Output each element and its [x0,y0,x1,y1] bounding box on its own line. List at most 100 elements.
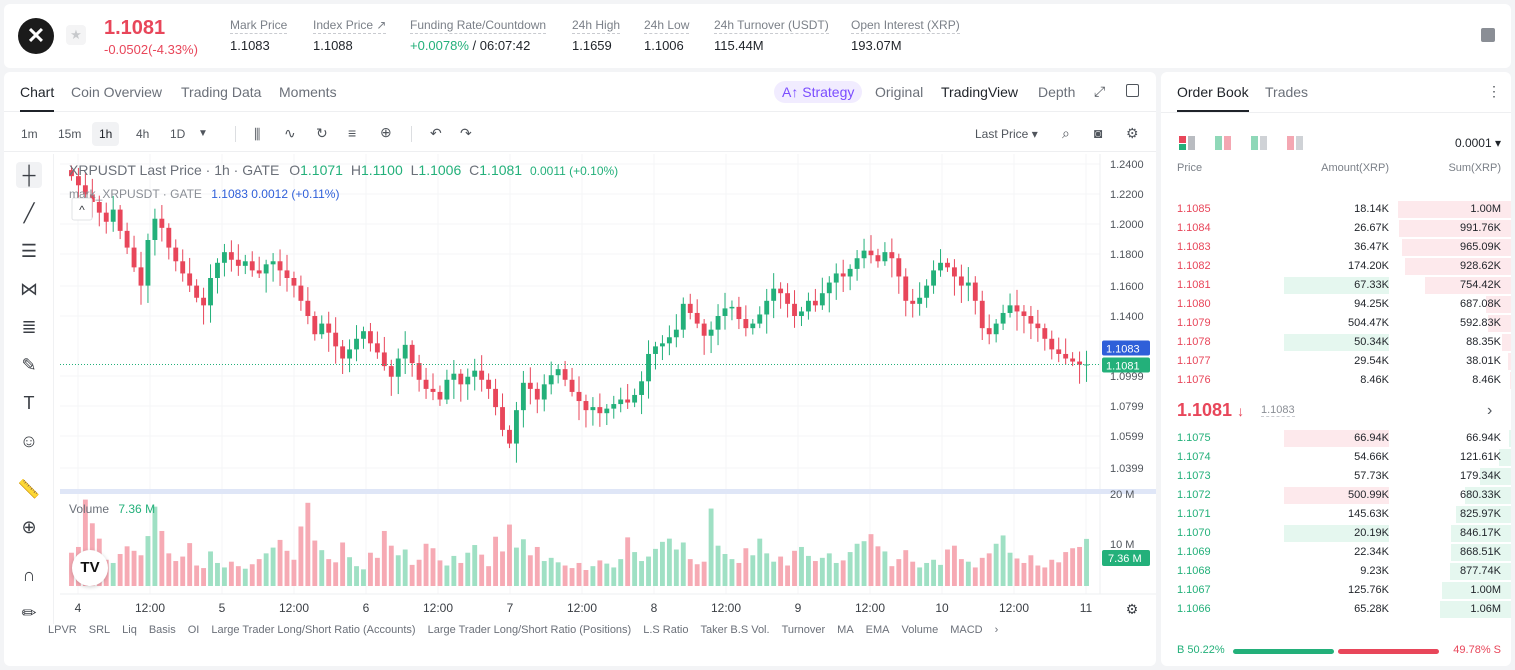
timeframe-1h[interactable]: 1h [92,122,120,146]
timeframe-4h[interactable]: 4h [136,127,150,141]
indicator-item[interactable]: LPVR [48,624,77,636]
text-icon[interactable]: T [23,393,35,413]
bid-row[interactable]: 1.1070 20.19K 846.17K [1161,524,1511,543]
price-chart[interactable]: 1.2400 1.2200 1.2000 1.1800 1.1600 1.1400 1.09… [60,154,1156,614]
fullscreen-icon[interactable] [1126,84,1139,97]
ask-row[interactable]: 1.1078 50.34K 88.35K [1161,333,1511,352]
bid-row[interactable]: 1.1066 65.28K 1.06M [1161,600,1511,619]
volume-bar [945,549,950,586]
volume-bar [1084,538,1089,586]
candle-body [82,185,88,195]
indicator-item[interactable]: Large Trader Long/Short Ratio (Positions… [427,624,632,636]
pencil-lock-icon[interactable]: ✏ [21,603,37,623]
indicator-item[interactable]: SRL [88,624,111,636]
expand-icon[interactable]: ⤢ [1094,83,1106,99]
magnet-icon[interactable]: ∩ [22,565,36,585]
chevron-down-icon[interactable]: ▼ [198,128,208,139]
ask-row[interactable]: 1.1082 174.20K 928.62K [1161,257,1511,276]
tab-coin-overview[interactable]: Coin Overview [71,84,163,100]
candle-body [1056,349,1062,354]
ask-row[interactable]: 1.1080 94.25K 687.08K [1161,295,1511,314]
indicator-item[interactable]: MACD [950,624,983,636]
candle-body [736,306,742,320]
indicator-item[interactable]: Volume [901,624,939,636]
view-tradingview[interactable]: TradingView [941,84,1019,100]
brush-icon[interactable]: ✎ [21,355,37,375]
volume-bar [458,562,464,586]
redo-icon[interactable]: ↷ [460,125,472,141]
candle-body [958,276,964,286]
ask-row[interactable]: 1.1085 18.14K 1.00M [1161,200,1511,219]
search-icon[interactable]: ⌕ [1062,125,1070,141]
ruler-icon[interactable]: 📏 [17,479,41,499]
indicator-item[interactable]: Turnover [781,624,826,636]
strategy-button[interactable]: A↑ Strategy [774,81,863,103]
bid-row[interactable]: 1.1067 125.76K 1.00M [1161,581,1511,600]
bid-row[interactable]: 1.1069 22.34K 868.51K [1161,543,1511,562]
trendline-icon[interactable]: ╱ [23,203,35,223]
bid-row[interactable]: 1.1073 57.73K 179.34K [1161,467,1511,486]
view-bids-icon[interactable] [1251,136,1267,150]
view-split-icon[interactable] [1215,136,1231,150]
bid-row[interactable]: 1.1074 54.66K 121.61K [1161,448,1511,467]
indicator-item[interactable]: OI [187,624,200,636]
bid-sum: 121.61K [1460,451,1501,463]
indicator-item[interactable]: Large Trader Long/Short Ratio (Accounts) [211,624,416,636]
ask-row[interactable]: 1.1079 504.47K 592.83K [1161,314,1511,333]
indicator-item[interactable]: L.S Ratio [643,624,689,636]
price-type-select[interactable]: Last Price ▾ [975,127,1038,141]
pattern-icon[interactable]: ⋈ [20,279,38,299]
favorite-star-icon[interactable]: ★ [66,25,86,45]
tradingview-logo-icon[interactable]: TV [72,550,108,586]
view-both-icon[interactable] [1179,136,1195,150]
refresh-icon[interactable]: ↻ [316,125,328,141]
tab-chart[interactable]: Chart [20,84,55,112]
candle-body [833,273,839,283]
indicator-item[interactable]: Liq [122,624,137,636]
tab-moments[interactable]: Moments [279,84,337,100]
volume-bar [569,568,575,586]
chevron-up-icon: ^ [79,203,85,217]
more-icon[interactable]: ⋮ [1487,83,1501,99]
candle-type-icon[interactable]: ⫼ [254,126,261,142]
candle-body [152,218,158,240]
ask-row[interactable]: 1.1084 26.67K 991.76K [1161,219,1511,238]
indicator-item[interactable]: Basis [148,624,176,636]
fib-icon[interactable]: ≣ [21,317,37,337]
zoom-in-icon[interactable]: ⊕ [21,517,37,537]
timeframe-15m[interactable]: 15m [58,127,82,141]
chevron-right-icon[interactable]: › [1487,402,1493,419]
indicator-item[interactable]: EMA [865,624,890,636]
chevron-right-icon[interactable]: › [994,624,999,636]
bid-row[interactable]: 1.1072 500.99K 680.33K [1161,486,1511,505]
candle-body [291,278,297,286]
precision-select[interactable]: 0.0001 ▾ [1454,136,1501,150]
tab-trades[interactable]: Trades [1265,84,1309,100]
emoji-icon[interactable]: ☺ [19,431,39,451]
view-original[interactable]: Original [875,84,924,100]
timeframe-1m[interactable]: 1m [21,127,38,141]
camera-icon[interactable]: ◙ [1094,125,1103,141]
add-circle-icon[interactable]: ⊕ [380,124,392,140]
view-depth[interactable]: Depth [1038,84,1076,100]
timeframe-1d[interactable]: 1D [170,127,186,141]
ask-row[interactable]: 1.1083 36.47K 965.09K [1161,238,1511,257]
view-asks-icon[interactable] [1287,136,1303,150]
ask-row[interactable]: 1.1076 8.46K 8.46K [1161,371,1511,390]
book-icon[interactable] [1481,28,1495,42]
crosshair-icon[interactable]: ┼ [16,162,42,188]
indicator-item[interactable]: Taker B.S Vol. [700,624,770,636]
undo-icon[interactable]: ↶ [430,125,442,141]
horizontal-lines-icon[interactable]: ☰ [20,241,38,261]
bid-row[interactable]: 1.1075 66.94K 66.94K [1161,429,1511,448]
indicator-item[interactable]: MA [837,624,854,636]
tab-order-book[interactable]: Order Book [1177,84,1249,112]
ask-row[interactable]: 1.1077 29.54K 38.01K [1161,352,1511,371]
ask-row[interactable]: 1.1081 67.33K 754.42K [1161,276,1511,295]
bid-row[interactable]: 1.1068 9.23K 877.74K [1161,562,1511,581]
tab-trading-data[interactable]: Trading Data [181,84,262,100]
list-icon[interactable]: ≡ [348,125,357,141]
gear-icon[interactable]: ⚙ [1126,125,1139,141]
bid-row[interactable]: 1.1071 145.63K 825.97K [1161,505,1511,524]
indicators-icon[interactable]: ∿ [284,125,296,141]
